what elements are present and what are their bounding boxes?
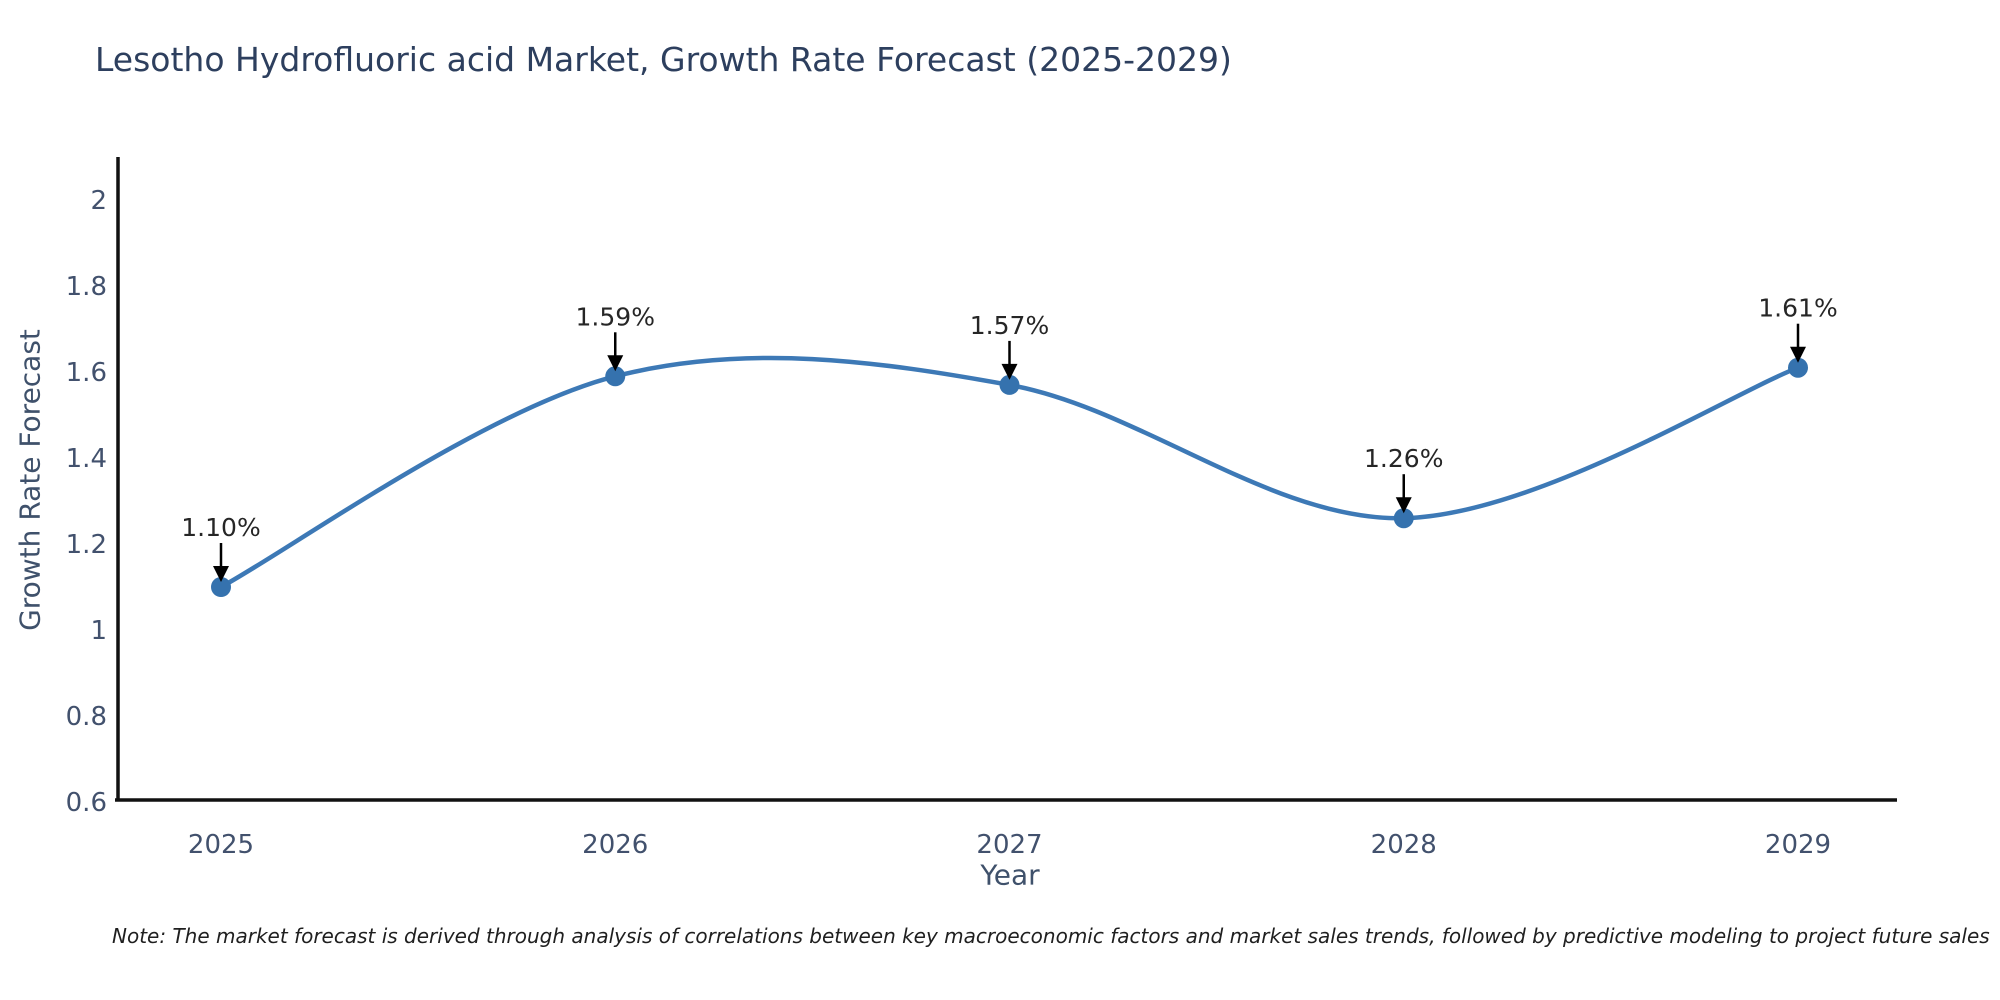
x-axis-title: Year xyxy=(980,858,1040,892)
annotation-arrowhead xyxy=(607,355,624,372)
data-point-marker xyxy=(1393,508,1414,529)
data-point-marker xyxy=(211,577,231,597)
x-tick-label: 2028 xyxy=(1371,830,1437,860)
y-tick-label: 0.6 xyxy=(66,788,107,818)
y-tick-label: 0.8 xyxy=(66,702,107,732)
x-tick-label: 2027 xyxy=(976,830,1042,860)
y-tick-label: 2 xyxy=(90,186,107,216)
annotation-arrowhead xyxy=(1395,497,1412,514)
footnote: Note: The market forecast is derived thr… xyxy=(112,924,1990,948)
x-tick-label: 2026 xyxy=(582,830,648,860)
data-point-label: 1.59% xyxy=(576,302,655,331)
data-point-label: 1.61% xyxy=(1758,294,1837,323)
data-point-label: 1.57% xyxy=(970,311,1049,340)
chart-title: Lesotho Hydrofluoric acid Market, Growth… xyxy=(95,40,1232,79)
y-tick-label: 1.4 xyxy=(66,444,107,474)
y-axis-title: Growth Rate Forecast xyxy=(13,329,47,631)
data-point-marker xyxy=(999,374,1020,395)
y-tick-label: 1.2 xyxy=(66,530,107,560)
x-tick-label: 2029 xyxy=(1765,830,1831,860)
y-tick-label: 1.8 xyxy=(66,272,107,302)
y-tick-label: 1 xyxy=(90,616,107,646)
data-point-label: 1.26% xyxy=(1364,444,1443,473)
y-tick-label: 1.6 xyxy=(66,358,107,388)
annotation-arrowhead xyxy=(1001,363,1018,380)
annotation-arrowhead xyxy=(213,566,229,582)
data-point-marker xyxy=(605,366,626,387)
annotation-arrowhead xyxy=(1790,346,1806,363)
x-tick-label: 2025 xyxy=(188,830,254,860)
data-point-marker xyxy=(1788,357,1808,378)
data-point-label: 1.10% xyxy=(181,513,260,542)
